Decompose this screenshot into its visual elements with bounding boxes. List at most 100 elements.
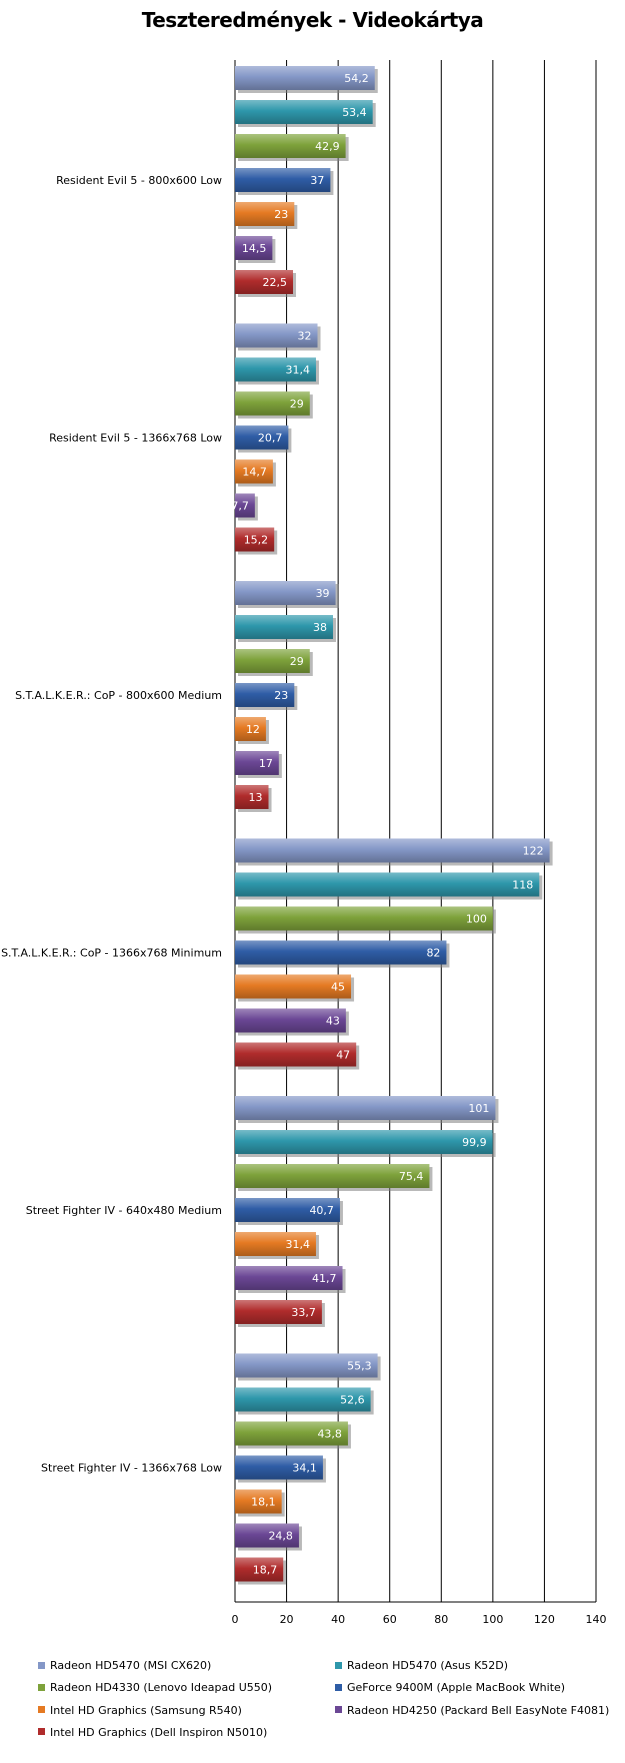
legend-item: Radeon HD4330 (Lenovo Ideapad U550) (38, 1681, 272, 1695)
x-tick-label: 80 (434, 1613, 448, 1626)
bar (235, 1266, 343, 1290)
bar (235, 717, 266, 741)
data-label: 31,4 (285, 364, 310, 377)
legend-swatch (38, 1661, 45, 1669)
data-label: 14,5 (242, 242, 267, 255)
legend-item: GeForce 9400M (Apple MacBook White) (335, 1681, 565, 1695)
legend-label: Radeon HD5470 (Asus K52D) (347, 1659, 509, 1672)
bar (235, 1455, 323, 1480)
bar (235, 615, 333, 639)
bar (235, 1557, 284, 1582)
category-label: S.T.A.L.K.E.R.: CoP - 1366x768 Minimum (1, 947, 222, 960)
bar (235, 1489, 282, 1514)
legend-label: Radeon HD4330 (Lenovo Ideapad U550) (50, 1681, 273, 1695)
data-label: 22,5 (263, 276, 288, 289)
data-label: 42,9 (315, 140, 340, 153)
bar (235, 1042, 357, 1067)
data-label: 52,6 (340, 1394, 365, 1407)
data-label: 20,7 (258, 432, 283, 445)
x-tick-label: 100 (482, 1613, 503, 1626)
legend-swatch (38, 1683, 45, 1691)
bar (235, 906, 493, 931)
data-label: 45 (331, 981, 345, 994)
bar (235, 872, 540, 897)
data-label: 7,7 (231, 500, 249, 513)
data-label: 99,9 (462, 1136, 487, 1149)
legend-item: Radeon HD4250 (Packard Bell EasyNote F40… (335, 1704, 609, 1718)
data-label: 33,7 (291, 1306, 316, 1319)
data-label: 31,4 (285, 1238, 310, 1251)
data-label: 12 (246, 723, 260, 736)
category-label: Resident Evil 5 - 800x600 Low (56, 174, 222, 187)
legend-label: Radeon HD4250 (Packard Bell EasyNote F40… (347, 1703, 610, 1717)
bar (235, 493, 255, 518)
x-tick-label: 140 (586, 1613, 607, 1626)
x-tick-label: 20 (280, 1613, 294, 1626)
legend-swatch (335, 1661, 342, 1669)
data-label: 24,8 (268, 1530, 293, 1543)
bar (235, 134, 346, 158)
bar (235, 1387, 371, 1412)
legend-label: Intel HD Graphics (Samsung R540) (50, 1703, 242, 1717)
data-label: 43,8 (317, 1428, 342, 1441)
bar (235, 202, 295, 226)
data-label: 39 (316, 587, 330, 600)
bar (235, 391, 310, 416)
data-label: 17 (259, 757, 273, 770)
data-label: 54,2 (344, 72, 369, 85)
data-label: 43 (326, 1015, 340, 1028)
data-label: 23 (274, 689, 288, 702)
category-label: Resident Evil 5 - 1366x768 Low (49, 432, 222, 445)
bar (235, 1421, 348, 1446)
bar (235, 1523, 299, 1548)
x-tick-label: 120 (534, 1613, 555, 1626)
data-label: 29 (290, 655, 304, 668)
bar (235, 1198, 340, 1222)
bar (235, 1096, 496, 1120)
data-label: 82 (426, 947, 440, 960)
legend-item: Radeon HD5470 (MSI CX620) (38, 1659, 211, 1673)
bar (235, 838, 550, 863)
bar (235, 1164, 430, 1188)
legend-swatch (38, 1728, 45, 1736)
bar (235, 459, 273, 484)
bar (235, 785, 269, 809)
data-label: 55,3 (347, 1360, 372, 1373)
bar (235, 1353, 378, 1378)
data-label: 23 (274, 208, 288, 221)
data-label: 41,7 (312, 1272, 337, 1285)
legend-label: Radeon HD5470 (MSI CX620) (50, 1659, 212, 1672)
bar (235, 1232, 316, 1256)
chart-title: Teszteredmények - Videokártya (141, 8, 484, 32)
category-label: Street Fighter IV - 1366x768 Low (41, 1462, 222, 1475)
legend-item: Intel HD Graphics (Dell Inspiron N5010) (38, 1726, 267, 1740)
data-label: 101 (468, 1102, 489, 1115)
bar (235, 323, 318, 348)
bar (235, 1008, 346, 1033)
x-tick-label: 40 (331, 1613, 345, 1626)
bar (235, 357, 316, 382)
legend-swatch (335, 1706, 342, 1714)
legend-label: GeForce 9400M (Apple MacBook White) (347, 1681, 566, 1695)
data-label: 47 (336, 1049, 350, 1062)
data-label: 53,4 (342, 106, 367, 119)
bar (235, 581, 336, 605)
bar (235, 270, 294, 294)
bar (235, 425, 289, 450)
data-label: 38 (313, 621, 327, 634)
data-label: 13 (249, 791, 263, 804)
legend-item: Radeon HD5470 (Asus K52D) (335, 1659, 508, 1673)
data-label: 40,7 (309, 1204, 334, 1217)
bar (235, 168, 331, 192)
bar (235, 649, 310, 673)
bar (235, 974, 352, 999)
bar (235, 1300, 322, 1324)
data-label: 18,1 (251, 1496, 276, 1509)
bar (235, 1130, 493, 1154)
data-label: 34,1 (292, 1462, 317, 1475)
data-label: 29 (290, 398, 304, 411)
data-label: 75,4 (399, 1170, 424, 1183)
legend-swatch (335, 1683, 342, 1691)
data-label: 32 (298, 330, 312, 343)
